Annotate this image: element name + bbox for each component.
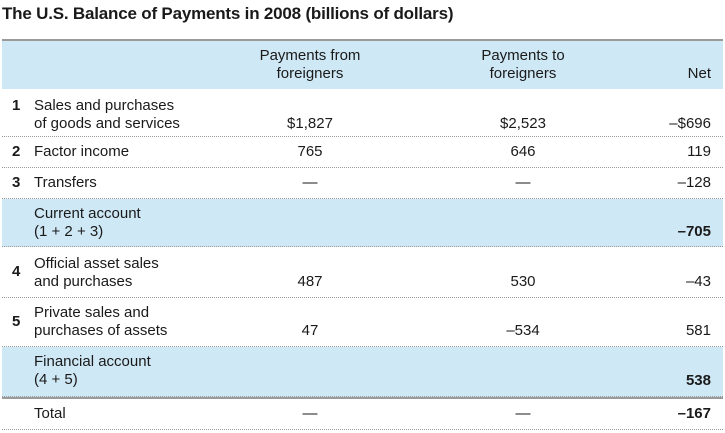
row-number: 4	[12, 263, 21, 280]
row-label: Private sales and purchases of assets	[34, 304, 167, 340]
row-label-line2: (1 + 2 + 3)	[34, 223, 104, 240]
payments-to-value: 530	[510, 273, 536, 290]
row-label-line2: and purchases	[34, 273, 133, 290]
net-value: –705	[677, 223, 711, 240]
row-label: Current account (1 + 2 + 3)	[34, 205, 141, 241]
header-net: Net	[687, 65, 711, 82]
row-label: Financial account (4 + 5)	[34, 353, 151, 389]
header-payments-to-line2: foreigners	[489, 65, 557, 82]
row-number: 5	[12, 313, 21, 330]
row-label: Official asset sales and purchases	[34, 255, 159, 291]
row-label-line2: purchases of assets	[34, 322, 168, 339]
table-row: 1 Sales and purchases of goods and servi…	[2, 89, 723, 137]
header-payments-from-line2: foreigners	[276, 65, 344, 82]
row-label-line1: Current account	[34, 205, 141, 222]
row-label-line1: Official asset sales	[34, 255, 159, 272]
payments-from-value: 765	[297, 143, 323, 160]
payments-to-value: –534	[506, 322, 540, 339]
payments-from-value: —	[302, 174, 318, 191]
table-row: 5 Private sales and purchases of assets …	[2, 298, 723, 347]
row-label-line2: (4 + 5)	[34, 371, 78, 388]
payments-from-value: $1,827	[287, 115, 333, 132]
net-value: –$696	[669, 115, 711, 132]
row-label-line1: Sales and purchases	[34, 97, 175, 114]
total-row: Total — — –167	[2, 397, 723, 430]
payments-to-value: 646	[510, 143, 536, 160]
header-payments-to: Payments to foreigners	[468, 47, 578, 83]
header-row: Payments from foreigners Payments to for…	[2, 41, 723, 89]
row-label-line1: Private sales and	[34, 304, 150, 321]
net-value: 538	[685, 372, 711, 389]
header-payments-to-line1: Payments to	[481, 47, 565, 64]
row-label: Sales and purchases of goods and service…	[34, 97, 180, 133]
subtotal-row-current-account: Current account (1 + 2 + 3) –705	[2, 199, 723, 247]
payments-from-value: —	[302, 405, 318, 422]
payments-from-value: 487	[297, 273, 323, 290]
payments-to-value: —	[515, 174, 531, 191]
payments-to-value: $2,523	[500, 115, 546, 132]
row-label: Transfers	[34, 174, 97, 191]
net-value: 581	[685, 322, 711, 339]
row-label-line1: Financial account	[34, 353, 151, 370]
balance-table: Payments from foreigners Payments to for…	[2, 39, 723, 430]
net-value: –43	[685, 273, 711, 290]
row-number: 2	[12, 143, 21, 160]
header-payments-from-line1: Payments from	[259, 47, 361, 64]
payments-to-value: —	[515, 405, 531, 422]
top-rule	[2, 39, 723, 41]
header-payments-from: Payments from foreigners	[255, 47, 365, 83]
table-row: 2 Factor income 765 646 119	[2, 137, 723, 168]
net-value: –167	[677, 405, 711, 422]
row-label: Total	[34, 405, 66, 422]
net-value: 119	[687, 143, 711, 160]
payments-from-value: 47	[301, 322, 319, 339]
row-label: Factor income	[34, 143, 130, 160]
table-row: 4 Official asset sales and purchases 487…	[2, 247, 723, 298]
net-value: –128	[677, 174, 711, 191]
table-row: 3 Transfers — — –128	[2, 168, 723, 199]
row-number: 1	[12, 97, 21, 114]
table-title: The U.S. Balance of Payments in 2008 (bi…	[2, 4, 454, 23]
subtotal-row-financial-account: Financial account (4 + 5) 538	[2, 347, 723, 397]
row-number: 3	[12, 174, 21, 191]
row-label-line2: of goods and services	[34, 115, 180, 132]
